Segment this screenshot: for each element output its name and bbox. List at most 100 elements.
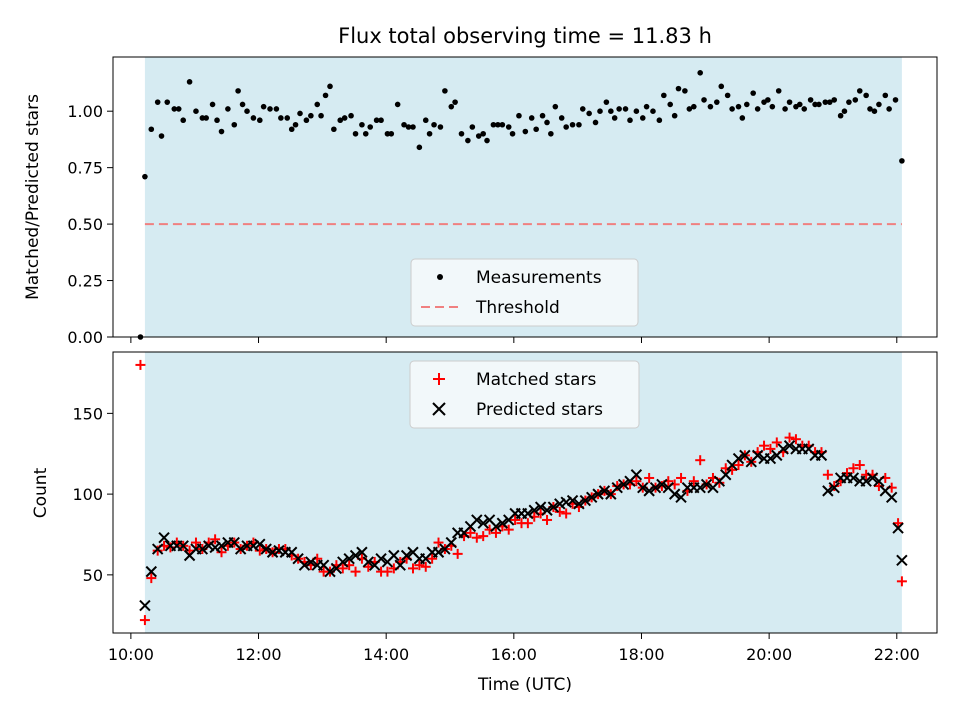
y-tick-label: 100 xyxy=(72,485,103,504)
matched-star-point xyxy=(350,566,361,577)
matched-star-point xyxy=(152,545,163,556)
measurement-point xyxy=(490,121,497,128)
measurement-point xyxy=(297,110,303,117)
measurement-point xyxy=(175,106,182,112)
measurement-point xyxy=(603,99,610,105)
matched-star-point xyxy=(848,463,859,474)
predicted-star-point xyxy=(643,485,655,497)
predicted-star-point xyxy=(254,538,266,550)
measurement-point xyxy=(686,106,693,112)
measurement-point xyxy=(499,121,506,128)
matched-star-point xyxy=(714,477,725,488)
chart-title: Flux total observing time = 11.83 h xyxy=(338,24,712,48)
measurement-point xyxy=(308,112,314,119)
matched-star-point xyxy=(427,553,438,564)
matched-star-point xyxy=(542,514,553,525)
ratio-y-ticks: 0.00 0.25 0.50 0.75 1.00 xyxy=(67,102,113,347)
measurement-points xyxy=(137,70,905,340)
measurement-point xyxy=(422,117,429,124)
x-tick-label: 22:00 xyxy=(874,645,920,664)
matched-star-point xyxy=(210,534,221,545)
matched-star-point xyxy=(452,548,463,559)
predicted-star-point xyxy=(388,549,400,562)
matched-star-point xyxy=(727,464,738,475)
matched-star-point xyxy=(503,524,514,535)
y-tick-label: 0.25 xyxy=(67,272,103,291)
measurement-point xyxy=(533,126,539,133)
matched-star-point xyxy=(510,514,521,525)
legend-matched-marker xyxy=(433,373,445,385)
predicted-star-point xyxy=(592,488,604,500)
predicted-star-point xyxy=(196,543,209,555)
y-tick-label: 0.75 xyxy=(67,159,103,178)
matched-star-point xyxy=(612,481,623,492)
predicted-star-point xyxy=(694,481,706,494)
measurement-point xyxy=(807,97,814,103)
legend-predicted-label: Predicted stars xyxy=(476,400,603,420)
predicted-star-point xyxy=(873,475,885,487)
measurement-point xyxy=(388,130,395,137)
measurement-point xyxy=(292,121,299,128)
measurement-point xyxy=(579,106,586,112)
matched-star-point xyxy=(407,563,418,574)
matched-star-point xyxy=(784,432,795,443)
predicted-star-point xyxy=(349,549,362,562)
matched-star-point xyxy=(184,545,195,556)
measurement-point xyxy=(239,101,246,108)
measurement-point xyxy=(465,137,471,144)
measurement-point xyxy=(373,117,380,124)
measurement-point xyxy=(569,121,576,128)
measurement-point xyxy=(250,115,257,121)
predicted-star-point xyxy=(885,491,898,504)
predicted-star-point xyxy=(720,469,732,481)
predicted-star-point xyxy=(637,481,649,494)
matched-star-point xyxy=(216,547,227,558)
predicted-star-point xyxy=(477,517,489,529)
matched-star-point xyxy=(790,434,801,445)
measurement-point xyxy=(341,115,348,121)
predicted-star-point xyxy=(656,478,668,491)
predicted-star-point xyxy=(432,546,445,558)
measurement-point xyxy=(563,124,569,130)
measurement-point xyxy=(199,115,206,121)
predicted-star-point xyxy=(522,507,534,520)
predicted-star-point xyxy=(215,540,228,552)
legend-measurements-label: Measurements xyxy=(476,268,602,288)
measurement-point xyxy=(273,106,280,112)
measurement-point xyxy=(671,112,678,119)
measurement-point xyxy=(743,101,750,108)
matched-star-point xyxy=(695,455,706,466)
measurement-point xyxy=(288,126,295,133)
measurement-point xyxy=(622,106,629,112)
predicted-star-point xyxy=(145,565,158,578)
measurement-point xyxy=(303,117,310,124)
predicted-star-point xyxy=(375,553,387,565)
matched-star-point xyxy=(771,437,782,448)
measurement-point xyxy=(846,99,852,105)
measurement-point xyxy=(576,121,582,128)
legend-predicted-marker xyxy=(432,402,446,416)
matched-star-point xyxy=(165,542,176,553)
measurement-point xyxy=(812,101,818,108)
matched-star-point xyxy=(420,561,431,572)
measurement-point xyxy=(739,115,746,121)
matched-star-point xyxy=(822,469,833,480)
predicted-stars-points xyxy=(139,439,908,612)
measurement-point xyxy=(871,108,878,114)
measurement-point xyxy=(886,106,892,112)
x-tick-label: 18:00 xyxy=(618,645,664,664)
matched-star-point xyxy=(337,563,348,574)
x-tick-label: 20:00 xyxy=(746,645,792,664)
predicted-star-point xyxy=(324,565,336,578)
legend-measurements-marker xyxy=(437,274,443,280)
counts-legend-box xyxy=(409,360,640,429)
predicted-star-point xyxy=(777,443,789,455)
x-axis-label: Time (UTC) xyxy=(477,675,572,695)
matched-star-point xyxy=(490,527,501,538)
counts-legend: Matched stars Predicted stars xyxy=(409,360,640,429)
predicted-star-point xyxy=(822,485,834,497)
matched-star-point xyxy=(522,518,533,529)
measurement-point xyxy=(394,101,401,108)
predicted-star-point xyxy=(260,543,272,555)
measurement-point xyxy=(431,121,437,128)
